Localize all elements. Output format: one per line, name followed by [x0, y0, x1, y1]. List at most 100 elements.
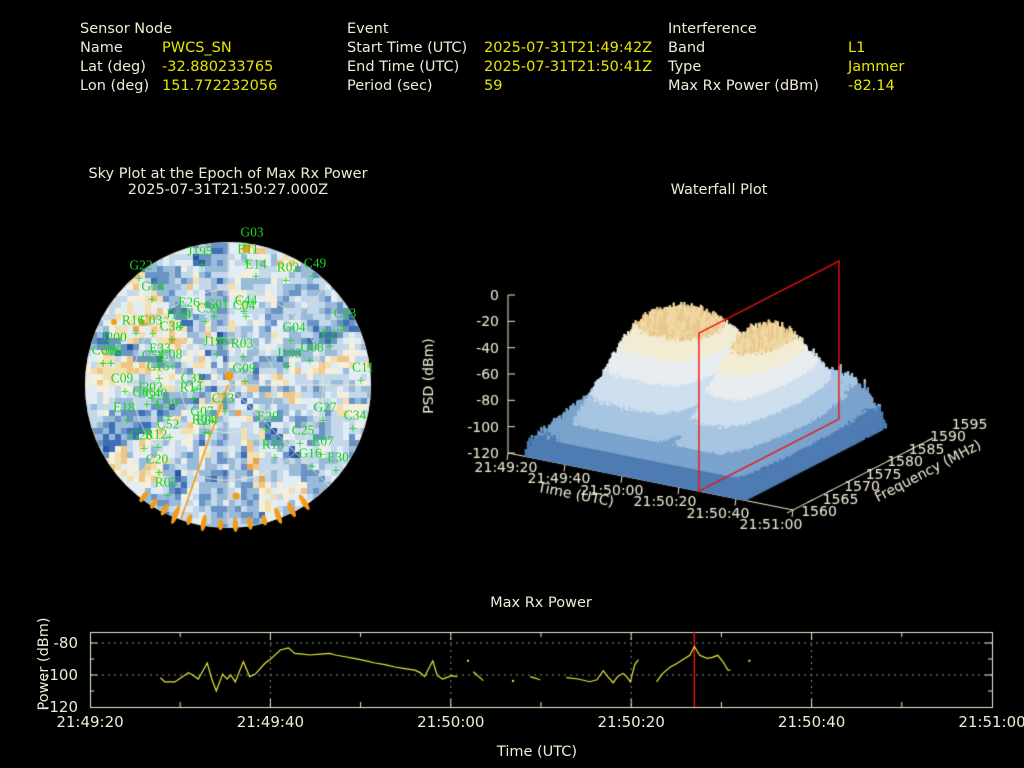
sensor-node-title: Sensor Node [80, 21, 173, 37]
interference-band-label: Band [668, 40, 706, 56]
satellite-label-C43: C43 [333, 305, 357, 321]
satellite-marker-R05: + [163, 487, 173, 504]
satellite-marker-R04: + [200, 424, 210, 441]
satellite-marker-R02: + [281, 272, 291, 289]
satellite-marker-E30: + [331, 462, 341, 479]
sky-plot-title-line2: 2025-07-31T21:50:27.000Z [127, 182, 329, 198]
waterfall-plot-title: Waterfall Plot [670, 182, 768, 198]
satellite-marker-E20: + [261, 421, 271, 438]
satellite-label-C40: C40 [144, 385, 168, 401]
satellite-marker-G01: + [209, 308, 219, 325]
interference-maxrx-label: Max Rx Power (dBm) [668, 78, 819, 94]
satellite-marker-G26: + [139, 440, 149, 457]
satellite-label-R15: R15 [261, 436, 285, 452]
satellite-marker-C44: + [239, 303, 249, 320]
satellite-label-C59: C59 [196, 300, 220, 316]
satellite-marker-C34: + [348, 420, 358, 437]
event-period-value: 59 [484, 78, 503, 94]
satellite-label-G06: G06 [132, 384, 156, 400]
satellite-label-E26: E26 [178, 294, 200, 310]
satellite-marker-J199: + [175, 319, 185, 336]
satellite-marker-E07: + [316, 446, 326, 463]
satellite-label-E33: E33 [149, 340, 171, 356]
satellite-label-E18: E18 [113, 399, 135, 415]
satellite-label-C52: C52 [156, 416, 180, 432]
satellite-label-C16: C16 [146, 358, 170, 374]
sensor-name-value: PWCS_SN [162, 40, 232, 56]
satellite-marker-C16: + [154, 370, 164, 387]
waterfall-plot-canvas [400, 223, 1024, 533]
max-rx-ytick--120: -120 [43, 698, 78, 716]
satellite-marker-C60: + [98, 355, 108, 372]
satellite-marker-C58: + [150, 359, 160, 376]
interference-type-label: Type [668, 59, 702, 75]
sensor-lon-label: Lon (deg) [80, 78, 150, 94]
satellite-marker-E04: + [204, 425, 214, 442]
satellite-label-G01: G01 [205, 296, 229, 312]
satellite-label-G09: G09 [232, 360, 256, 376]
satellite-marker-G06: + [142, 396, 152, 413]
satellite-marker-E26: + [185, 307, 195, 324]
event-start-label: Start Time (UTC) [347, 40, 468, 56]
satellite-label-E14: E14 [245, 256, 267, 272]
sky-plot-title: Sky Plot at the Epoch of Max Rx Power 20… [38, 166, 418, 198]
interference-type-value: Jammer [848, 59, 905, 75]
satellite-label-C04: C04 [232, 297, 256, 313]
satellite-label-R05: R05 [154, 474, 178, 490]
satellite-marker-G08: + [305, 352, 315, 369]
sky-plot-canvas [60, 225, 396, 535]
satellite-label-E27: E27 [321, 326, 343, 342]
interference-band-value: L1 [848, 40, 866, 56]
satellite-marker-J195: + [197, 256, 207, 273]
satellite-label-J199: J199 [165, 306, 191, 322]
satellite-marker-G03: + [240, 237, 250, 254]
sensor-lat-label: Lat (deg) [80, 59, 146, 75]
satellite-label-C38: C38 [159, 318, 183, 334]
satellite-marker-C03: + [148, 325, 158, 342]
satellite-label-E04: E04 [196, 412, 218, 428]
satellite-marker-R03: + [238, 348, 248, 365]
satellite-label-C11: C11 [351, 359, 375, 375]
satellite-marker-J200: + [112, 342, 122, 359]
satellite-label-C23: C23 [211, 390, 235, 406]
satellite-label-G03: G03 [240, 224, 264, 240]
satellite-label-E07: E07 [312, 433, 334, 449]
event-title: Event [347, 21, 389, 37]
satellite-marker-E33: + [157, 352, 167, 369]
satellite-marker-C39: + [164, 408, 174, 425]
event-start-value: 2025-07-31T21:49:42Z [484, 40, 653, 56]
satellite-marker-C59: + [201, 313, 211, 330]
sky-plot: G03 + E11 + J195 + E14 + R02 + C49 + G22 + G14 + E26 + G01… [60, 225, 396, 535]
satellite-marker-R15: + [270, 449, 280, 466]
satellite-marker-J196: + [212, 346, 222, 363]
satellite-label-C08: C08 [159, 346, 183, 362]
sensor-name-label: Name [80, 40, 123, 56]
satellite-marker-R12: + [153, 439, 163, 456]
satellite-label-J202: J202 [137, 379, 163, 395]
satellite-label-G07: G07 [190, 403, 214, 419]
satellite-marker-G14: + [147, 291, 157, 308]
sensor-lon-value: 151.772232056 [162, 78, 278, 94]
satellite-marker-G07: + [199, 416, 209, 433]
satellite-label-C25: C25 [291, 422, 315, 438]
satellite-label-C60: C60 [91, 342, 115, 358]
satellite-label-C03: C03 [139, 312, 163, 328]
satellite-marker-C11: + [356, 372, 366, 389]
satellite-marker-C32: + [189, 382, 199, 399]
satellite-marker-C38: + [167, 331, 177, 348]
satellite-marker-C23: + [220, 403, 230, 420]
max-rx-xtick-21:50:40: 21:50:40 [777, 713, 846, 731]
satellite-label-C39: C39 [155, 395, 179, 411]
satellite-marker: + [98, 355, 108, 372]
satellite-label-C58: C58 [141, 347, 165, 363]
satellite-marker-C20: + [154, 464, 164, 481]
sensor-lat-value: -32.880233765 [162, 59, 274, 75]
satellite-label-C02: C02 [100, 342, 124, 358]
satellite-label-G04: G04 [282, 319, 306, 335]
satellite-label-G26: G26 [129, 427, 153, 443]
max-rx-xtick-21:50:20: 21:50:20 [597, 713, 665, 731]
event-period-label: Period (sec) [347, 78, 433, 94]
satellite-label-J200: J200 [101, 329, 127, 345]
satellite-marker-G22: + [134, 270, 144, 287]
